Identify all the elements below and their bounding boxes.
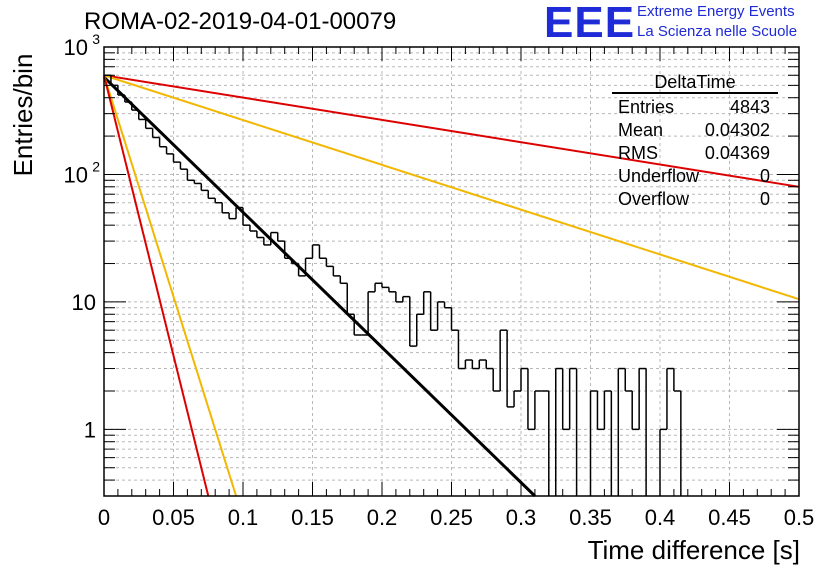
histogram [104,74,682,496]
y-tick-exponent: 2 [92,158,100,174]
fit-curve-1 [102,76,536,498]
tick-labels: 0 0.05 0.1 0.15 0.2 0.25 0.3 0.35 0.4 0.45 0.5 1 10 1… [64,31,815,530]
x-tick-label: 0.35 [569,505,612,530]
logo-line-1: Extreme Energy Events [637,3,795,20]
fit-curve-5 [103,75,210,497]
run-title: ROMA-02-2019-04-01-00079 [84,8,397,35]
stats-value: 0 [759,166,770,186]
logo-line-2: La Scienza nelle Scuole [637,23,798,40]
y-tick-label: 10 [64,162,88,187]
x-tick-label: 0.1 [228,505,259,530]
stats-value: 0.04369 [704,143,770,163]
x-tick-label: 0.15 [291,505,334,530]
stats-row-mean: Mean 0.04302 [612,119,778,142]
x-tick-label: 0.45 [708,505,751,530]
stats-label: Entries [618,97,675,117]
stats-label: RMS [618,143,658,163]
stats-value: 4843 [729,97,770,117]
fit-curve-4 [103,75,238,497]
y-tick-label: 1 [84,417,96,442]
x-tick-label: 0.05 [152,505,195,530]
y-tick-exponent: 3 [92,31,100,47]
y-axis-label: Entries/bin [8,54,38,177]
x-tick-label: 0.2 [367,505,398,530]
stats-row-rms: RMS 0.04369 [612,142,778,165]
stats-row-underflow: Underflow 0 [612,165,778,188]
stats-row-entries: Entries 4843 [612,96,778,119]
axis-ticks [103,46,800,497]
eee-logo: EEE [544,0,636,47]
x-tick-label: 0.3 [506,505,537,530]
stats-row-overflow: Overflow 0 [612,188,778,211]
stats-label: Underflow [618,166,700,186]
y-tick-label: 10 [72,290,96,315]
stats-box: DeltaTime Entries 4843 Mean 0.04302 RMS 0.0… [612,72,778,211]
stats-label: Mean [618,120,664,140]
x-tick-label: 0 [98,505,110,530]
x-axis-label: Time difference [s] [588,535,800,565]
fit-curve-3 [103,74,800,301]
stats-value: 0.04302 [704,120,770,140]
fit-curves [102,74,800,498]
stats-value: 0 [759,189,770,209]
x-tick-label: 0.4 [645,505,676,530]
x-tick-label: 0.5 [784,505,815,530]
y-tick-label: 10 [64,35,88,60]
fit-curve-2 [103,74,800,188]
x-tick-label: 0.25 [430,505,473,530]
stats-title: DeltaTime [612,72,778,94]
stats-label: Overflow [618,189,690,209]
